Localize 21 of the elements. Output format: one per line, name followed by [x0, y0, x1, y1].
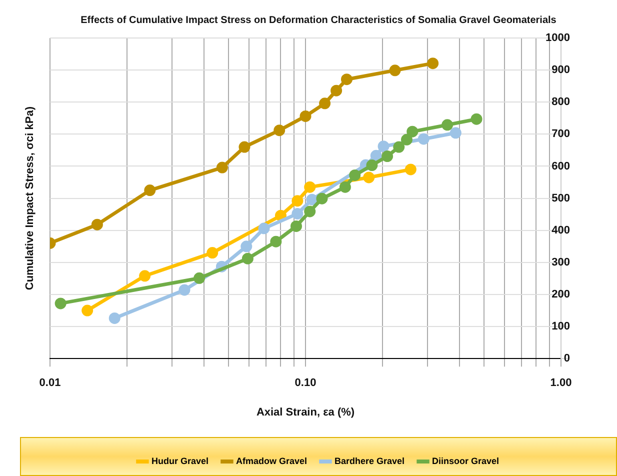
chart-title: Effects of Cumulative Impact Stress on Deformation Characteristics of Somalia Gravel Geomaterials [80, 14, 557, 26]
y-tick-label: 700 [552, 128, 570, 140]
y-tick-label: 400 [552, 224, 570, 236]
y-tick-label: 1000 [546, 32, 570, 44]
legend-label: Afmadow Gravel [236, 456, 307, 466]
x-tick-label: 0.01 [39, 377, 61, 390]
legend-label: Bardhere Gravel [334, 456, 405, 466]
y-tick-label: 100 [552, 320, 570, 333]
y-tick-label: 800 [552, 96, 570, 108]
y-tick-label: 600 [552, 160, 570, 172]
y-tick-label: 200 [552, 288, 570, 301]
y-tick-label: 500 [552, 192, 570, 204]
y-axis-title: Cumulative Impact Stress, σci kPa) [24, 106, 36, 290]
y-tick-label: 0 [564, 352, 570, 365]
legend-label: Hudur Gravel [151, 456, 208, 466]
y-tick-label: 900 [552, 64, 570, 76]
x-tick-label: 0.10 [294, 377, 316, 390]
legend-label: Diinsoor Gravel [432, 456, 500, 466]
x-axis-title: Axial Strain, εa (%) [256, 406, 355, 418]
x-tick-label: 1.00 [550, 377, 572, 390]
y-tick-label: 300 [552, 256, 570, 268]
